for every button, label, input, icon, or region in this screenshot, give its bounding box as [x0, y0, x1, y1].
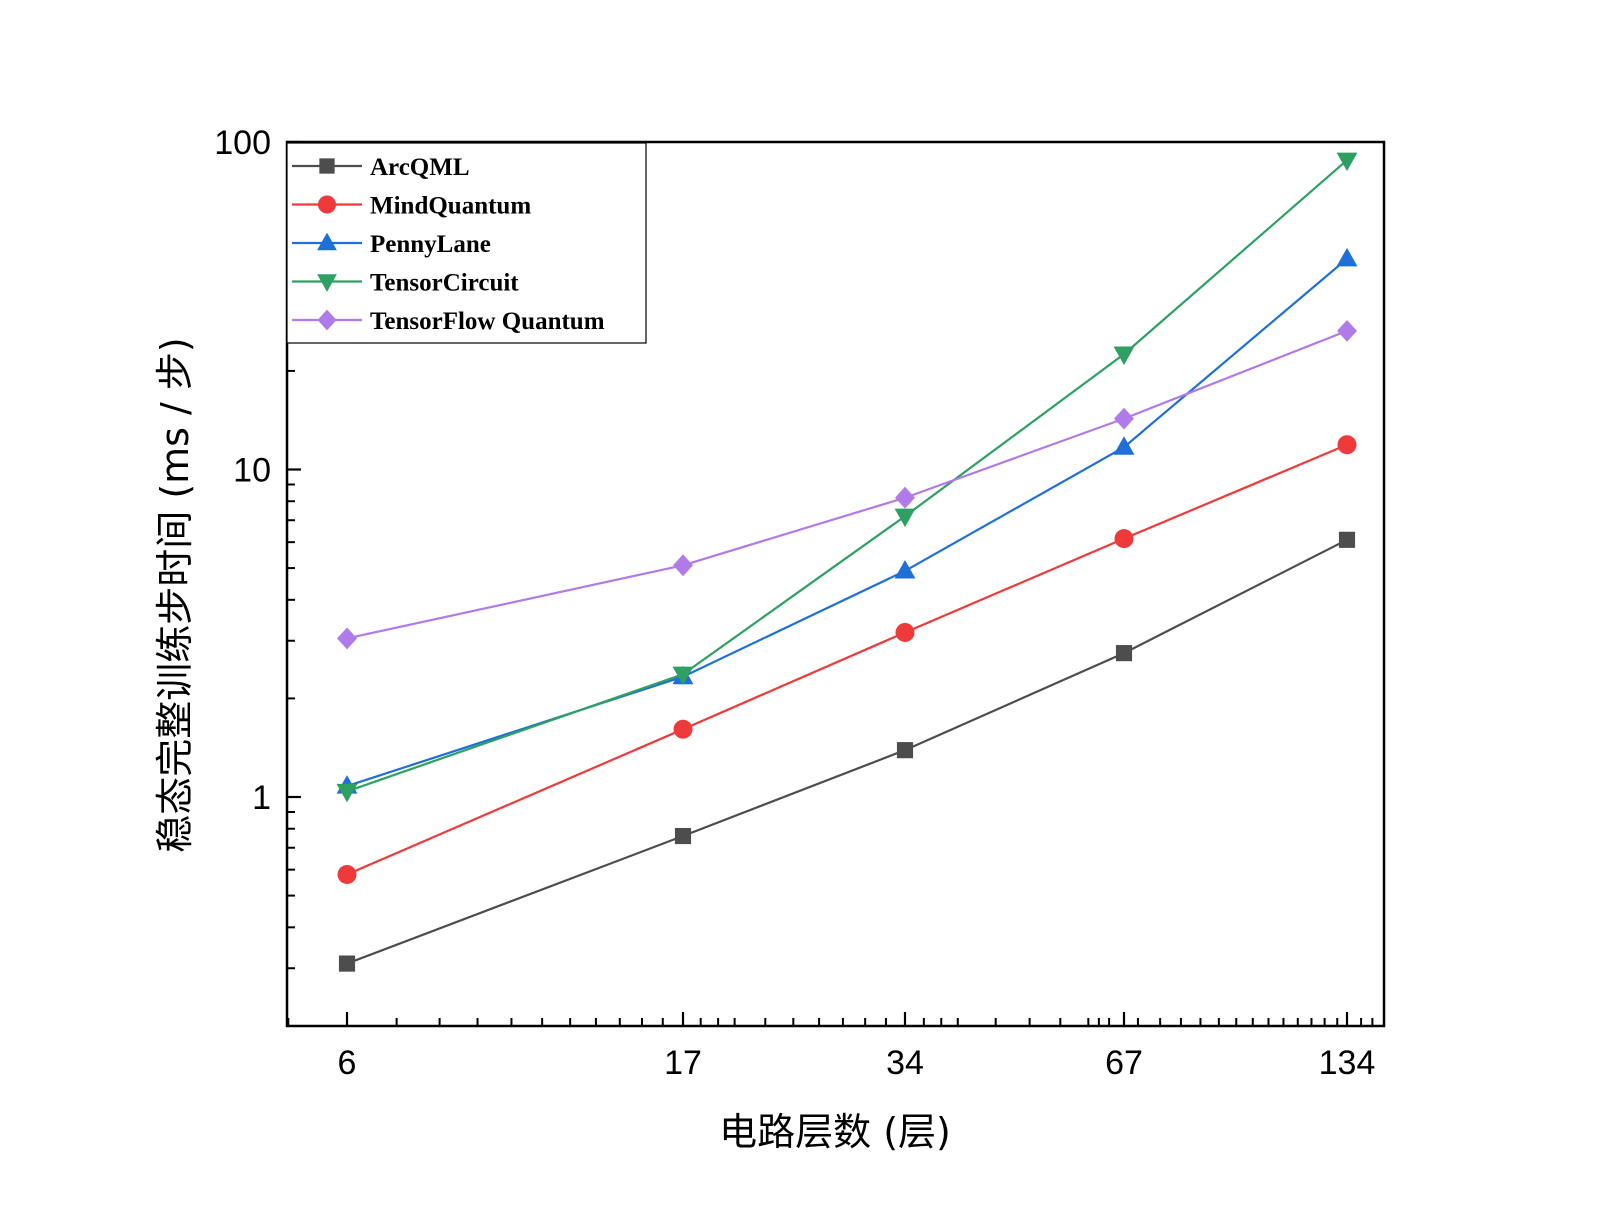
legend-marker — [317, 274, 337, 292]
legend-label: MindQuantum — [370, 193, 531, 220]
data-point-0-2 — [896, 742, 914, 759]
legend-item-3: TensorCircuit — [292, 270, 519, 297]
legend-item-0: ArcQML — [292, 154, 470, 181]
x-tick-label: 34 — [886, 1044, 924, 1082]
legend-label: TensorFlow Quantum — [370, 308, 605, 335]
data-point-3-0 — [336, 783, 358, 803]
y-tick-label: 1 — [252, 779, 271, 817]
data-point-1-0 — [337, 864, 357, 884]
legend-marker — [317, 232, 337, 251]
y-axis-title: 稳态完整训练步时间 (ms / 步) — [153, 337, 197, 853]
data-point-3-4 — [1336, 152, 1358, 172]
data-point-1-4 — [1337, 435, 1357, 455]
data-point-2-2 — [894, 560, 916, 579]
series-1 — [337, 435, 1357, 884]
legend-marker — [319, 158, 335, 174]
data-point-2-3 — [1113, 436, 1135, 455]
data-point-0-0 — [338, 955, 356, 972]
data-point-1-2 — [895, 622, 915, 642]
series-4 — [337, 319, 1357, 650]
series-line-1 — [346, 443, 1348, 876]
data-point-4-1 — [673, 554, 693, 577]
plot-frame — [285, 140, 1386, 1028]
y-tick-label: 10 — [233, 452, 271, 490]
data-point-2-4 — [1336, 247, 1358, 267]
legend-item-4: TensorFlow Quantum — [292, 308, 605, 335]
series-line-4 — [346, 329, 1348, 640]
data-point-0-3 — [1115, 645, 1133, 662]
legend: ArcQML MindQuantum PennyLane TensorCircuit T… — [286, 142, 647, 344]
x-tick-label: 67 — [1105, 1044, 1143, 1082]
data-point-4-4 — [1337, 319, 1357, 342]
series-0 — [338, 531, 1356, 972]
data-point-0-1 — [674, 827, 692, 845]
legend-label: TensorCircuit — [370, 270, 519, 297]
x-tick-label: 134 — [1319, 1044, 1376, 1082]
legend-item-2: PennyLane — [292, 231, 491, 258]
legend-marker — [317, 309, 337, 331]
data-point-1-1 — [673, 719, 693, 739]
x-tick-label: 17 — [664, 1044, 702, 1082]
data-point-1-3 — [1114, 529, 1134, 549]
x-axis: 6 17 34 67 134 — [287, 1012, 1376, 1082]
data-point-4-3 — [1114, 407, 1134, 430]
legend-label: PennyLane — [370, 231, 491, 258]
series-3 — [336, 152, 1358, 803]
data-point-3-2 — [894, 508, 916, 528]
data-point-4-2 — [895, 486, 915, 509]
legend-item-1: MindQuantum — [292, 193, 531, 220]
plot-marks — [336, 152, 1358, 972]
data-point-0-4 — [1338, 531, 1356, 548]
data-point-3-1 — [672, 666, 694, 686]
y-tick-label: 100 — [214, 124, 271, 162]
data-point-4-0 — [337, 627, 357, 650]
series-line-0 — [346, 538, 1348, 965]
data-point-3-3 — [1113, 346, 1135, 366]
legend-label: ArcQML — [370, 154, 470, 181]
legend-marker — [318, 195, 336, 214]
x-tick-label: 6 — [338, 1044, 357, 1082]
x-axis-title: 电路层数 (层) — [719, 1110, 951, 1154]
